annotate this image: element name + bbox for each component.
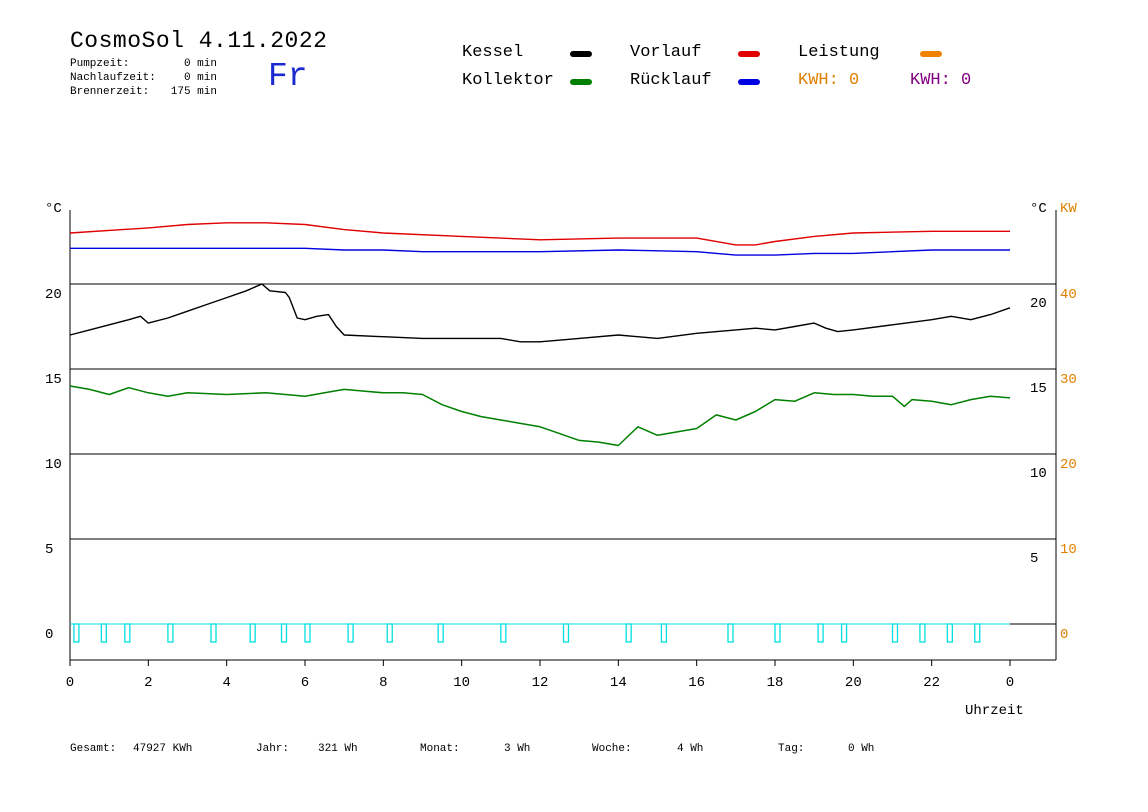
burner-pulse (210, 623, 217, 643)
burner-pulse (280, 623, 288, 643)
stat-label-nachlaufzeit: Nachlaufzeit: (70, 72, 156, 84)
x-tick-label: 12 (532, 675, 549, 691)
stat-value-brennerzeit: 175 min (170, 86, 217, 98)
footer-jahr-label: Jahr: (256, 743, 290, 755)
legend-kollektor-label: Kollektor (462, 71, 554, 90)
x-tick-label: 2 (144, 675, 152, 691)
burner-pulse (304, 623, 311, 643)
x-tick-label: 10 (453, 675, 470, 691)
x-tick-label: 14 (610, 675, 627, 691)
legend-kwh-purple: KWH: 0 (910, 71, 972, 90)
x-tick-label: 4 (222, 675, 230, 691)
x-axis-label: Uhrzeit (965, 703, 1024, 719)
legend-leistung-swatch (920, 51, 942, 57)
burner-pulse (660, 623, 668, 643)
burner-pulse (386, 623, 393, 643)
burner-pulse (500, 623, 507, 643)
burner-pulse (919, 623, 926, 643)
stat-value-pumpzeit: 0 min (183, 58, 217, 70)
footer-tag-label: Tag: (778, 743, 805, 755)
burner-pulse (891, 623, 899, 643)
right-power-tick-label: 40 (1060, 287, 1077, 303)
x-tick-label: 0 (1006, 675, 1014, 691)
x-tick-label: 18 (767, 675, 784, 691)
burner-pulse (974, 623, 981, 643)
burner-pulse (124, 623, 131, 643)
burner-pulse (437, 623, 444, 643)
x-tick-label: 8 (379, 675, 387, 691)
legend-vorlauf-label: Vorlauf (630, 43, 702, 62)
series-ruecklauf (70, 247, 1010, 256)
legend-leistung-label: Leistung (798, 43, 880, 62)
left-tick-label: 15 (45, 372, 62, 388)
footer-tag-value: 0 Wh (848, 743, 875, 755)
footer-woche-value: 4 Wh (677, 743, 704, 755)
x-tick-label: 20 (845, 675, 862, 691)
chart-title: CosmoSol 4.11.2022 (70, 28, 328, 54)
right-power-tick-label: 30 (1060, 372, 1077, 388)
right-axis-unit-temp: °C (1030, 201, 1047, 217)
burner-pulse (347, 623, 354, 643)
burner-pulse (249, 623, 256, 643)
series-vorlauf (69, 222, 1010, 246)
stat-label-brennerzeit: Brennerzeit: (70, 86, 150, 98)
legend-kessel-swatch (570, 51, 592, 57)
stat-value-nachlaufzeit: 0 min (183, 72, 217, 84)
footer-monat-label: Monat: (420, 743, 460, 755)
footer-woche-label: Woche: (592, 743, 632, 755)
burner-pulse (562, 623, 570, 643)
x-tick-label: 0 (66, 675, 74, 691)
right-temp-tick-label: 10 (1030, 466, 1047, 482)
burner-pulses (70, 623, 1010, 643)
legend-kessel-label: Kessel (462, 43, 524, 62)
burner-pulse (817, 623, 824, 643)
burner-pulse (774, 623, 781, 643)
legend-ruecklauf-label: Rücklauf (630, 71, 712, 90)
right-power-tick-label: 20 (1060, 457, 1077, 473)
axis-labels: 0 2 4 6 8 10 12 14 16 18 20 22 0 °C °C KW 20 15 10 5 0 20 15 10… (45, 201, 1077, 691)
right-power-tick-label: 10 (1060, 542, 1077, 558)
burner-pulse (167, 623, 174, 643)
right-axis-unit-power: KW (1060, 201, 1077, 217)
x-tick-label: 6 (301, 675, 309, 691)
legend-kwh-orange: KWH: 0 (798, 71, 860, 90)
legend-ruecklauf-swatch (738, 79, 760, 85)
right-temp-tick-label: 5 (1030, 551, 1038, 567)
left-tick-label: 20 (45, 287, 62, 303)
chart-series (69, 222, 1011, 447)
footer-gesamt-label: Gesamt: (70, 743, 117, 755)
footer-gesamt-value: 47927 KWh (133, 743, 193, 755)
right-temp-tick-label: 20 (1030, 296, 1047, 312)
series-kessel (69, 283, 1011, 343)
left-tick-label: 5 (45, 542, 53, 558)
left-tick-label: 0 (45, 627, 53, 643)
legend-kollektor-swatch (570, 79, 592, 85)
weekday-label: Fr (268, 58, 308, 95)
burner-pulse (73, 623, 80, 643)
series-kollektor (69, 385, 1011, 447)
burner-pulse (840, 623, 848, 643)
right-temp-tick-label: 15 (1030, 381, 1047, 397)
left-tick-label: 10 (45, 457, 62, 473)
burner-pulse (625, 623, 632, 643)
right-power-tick-label: 0 (1060, 627, 1068, 643)
stat-label-pumpzeit: Pumpzeit: (70, 58, 130, 70)
x-tick-label: 22 (923, 675, 940, 691)
burner-pulse (727, 623, 734, 643)
left-axis-unit: °C (45, 201, 62, 217)
burner-pulse (946, 623, 953, 643)
footer-jahr-value: 321 Wh (318, 743, 358, 755)
chart-grid (69, 210, 1057, 666)
legend-vorlauf-swatch (738, 51, 760, 57)
footer-monat-value: 3 Wh (504, 743, 531, 755)
burner-pulse (100, 623, 107, 643)
x-tick-label: 16 (688, 675, 705, 691)
